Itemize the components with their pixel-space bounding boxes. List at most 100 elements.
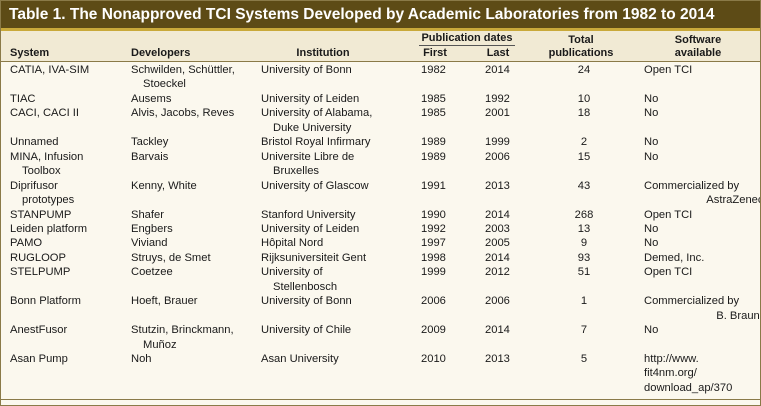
table-cell: AstraZeneca bbox=[706, 194, 760, 207]
table-cell: 1997 bbox=[421, 237, 446, 250]
table-cell: 1989 bbox=[421, 136, 446, 149]
table-cell: fit4nm.org/ bbox=[644, 367, 697, 380]
table-cell: Stellenbosch bbox=[273, 280, 338, 293]
table-cell: Coetzee bbox=[131, 266, 173, 279]
table-cell: Duke University bbox=[273, 121, 352, 134]
table-cell: No bbox=[644, 222, 659, 235]
title-bar: Table 1. The Nonapproved TCI Systems Dev… bbox=[1, 1, 760, 31]
table-cell: University of Alabama, bbox=[261, 107, 373, 120]
table-cell: 43 bbox=[577, 179, 591, 192]
table-cell: Commercialized by bbox=[644, 295, 740, 308]
table-cell: Rijksuniversiteit Gent bbox=[261, 251, 367, 264]
table-cell: PAMO bbox=[10, 237, 43, 250]
table-cell: Viviand bbox=[131, 237, 168, 250]
header-cell: Total bbox=[568, 34, 594, 46]
table-cell: Noh bbox=[131, 353, 152, 365]
table-cell: No bbox=[644, 92, 659, 105]
table-cell: University of Bonn bbox=[261, 295, 352, 308]
table-cell: CATIA, IVA-SIM bbox=[10, 64, 90, 76]
table-cell: B. Braun bbox=[716, 309, 760, 322]
header-cell: Developers bbox=[131, 47, 191, 59]
table-cell: Schwilden, Schüttler, bbox=[131, 64, 235, 76]
header-cell: Publication dates bbox=[421, 32, 513, 44]
table-cell: 24 bbox=[577, 64, 591, 76]
table-cell: 1998 bbox=[421, 251, 446, 264]
header-cell: Last bbox=[486, 47, 510, 59]
table-cell: University of Chile bbox=[261, 324, 352, 337]
table-cell: Kenny, White bbox=[131, 179, 197, 192]
table-cell: 5 bbox=[580, 353, 588, 365]
table-cell: Toolbox bbox=[22, 165, 61, 178]
table-cell: Demed, Inc. bbox=[644, 251, 705, 264]
table-cell: No bbox=[644, 237, 659, 250]
table-cell: 2006 bbox=[421, 295, 446, 308]
table-cell: download_ap/370 bbox=[644, 381, 733, 394]
header-rule bbox=[419, 45, 515, 46]
table-cell: Ausems bbox=[131, 92, 172, 105]
table-cell: 1999 bbox=[421, 266, 446, 279]
table-cell: Bruxelles bbox=[273, 165, 320, 178]
table-cell: 2001 bbox=[485, 107, 510, 120]
table-cell: AnestFusor bbox=[10, 324, 68, 337]
table-cell: 1992 bbox=[421, 222, 446, 235]
table-cell: 93 bbox=[577, 251, 591, 264]
table-cell: 268 bbox=[574, 208, 594, 221]
table-cell: Open TCI bbox=[644, 266, 693, 279]
table-cell: Tackley bbox=[131, 136, 169, 149]
table-cell: 2003 bbox=[485, 222, 510, 235]
table-cell: CACI, CACI II bbox=[10, 107, 79, 120]
table-cell: 2006 bbox=[485, 150, 510, 163]
table-cell: 1 bbox=[580, 295, 588, 308]
table-title: Table 1. The Nonapproved TCI Systems Dev… bbox=[9, 6, 715, 23]
table-cell: 2014 bbox=[485, 324, 510, 337]
table-cell: Struys, de Smet bbox=[131, 251, 211, 264]
table-cell: 1992 bbox=[485, 92, 510, 105]
table-cell: No bbox=[644, 150, 659, 163]
table-cell: 2012 bbox=[485, 266, 510, 279]
table-cell: Universite Libre de bbox=[261, 150, 355, 163]
table-header bbox=[1, 31, 760, 62]
header-cell: publications bbox=[548, 47, 614, 59]
table-cell: Alvis, Jacobs, Reves bbox=[131, 107, 235, 120]
table-cell: STELPUMP bbox=[10, 266, 71, 279]
table-cell: Hôpital Nord bbox=[261, 237, 324, 250]
table-cell: 7 bbox=[580, 324, 588, 337]
table-cell: Barvais bbox=[131, 150, 169, 163]
table-cell: 9 bbox=[580, 237, 588, 250]
table-cell: Open TCI bbox=[644, 208, 693, 221]
table-cell: 1999 bbox=[485, 136, 510, 149]
header-cell: Institution bbox=[296, 47, 350, 59]
table-cell: Asan Pump bbox=[10, 353, 68, 365]
table-cell: Stoeckel bbox=[143, 78, 186, 91]
table-cell: 2005 bbox=[485, 237, 510, 250]
table-cell: 2 bbox=[580, 136, 588, 149]
table-cell: 2014 bbox=[485, 251, 510, 264]
table-cell: 1989 bbox=[421, 150, 446, 163]
table-cell: 1990 bbox=[421, 208, 446, 221]
table-cell: Stanford University bbox=[261, 208, 356, 221]
table-cell: TIAC bbox=[10, 92, 36, 105]
table-cell: 10 bbox=[577, 92, 591, 105]
header-cell: Software bbox=[674, 34, 722, 46]
table-cell: Shafer bbox=[131, 208, 164, 221]
header-cell: System bbox=[10, 47, 50, 59]
table-cell: University of Leiden bbox=[261, 92, 360, 105]
table-cell: 18 bbox=[577, 107, 591, 120]
table-cell: 2009 bbox=[421, 324, 446, 337]
table-cell: 1982 bbox=[421, 64, 446, 76]
table-cell: 1985 bbox=[421, 92, 446, 105]
table-cell: 15 bbox=[577, 150, 591, 163]
table-cell: 51 bbox=[577, 266, 591, 279]
table-cell: Bristol Royal Infirmary bbox=[261, 136, 371, 149]
table-cell: Asan University bbox=[261, 353, 339, 365]
table-cell: 2014 bbox=[485, 64, 510, 76]
table-cell: Open TCI bbox=[644, 64, 693, 76]
table-cell: Hoeft, Brauer bbox=[131, 295, 198, 308]
table-cell: Leiden platform bbox=[10, 222, 88, 235]
table-cell: Muñoz bbox=[143, 338, 177, 351]
table-cell: Stutzin, Brinckmann, bbox=[131, 324, 234, 337]
table-cell: No bbox=[644, 136, 659, 149]
table-cell: 2013 bbox=[485, 353, 510, 365]
table-cell: STANPUMP bbox=[10, 208, 72, 221]
